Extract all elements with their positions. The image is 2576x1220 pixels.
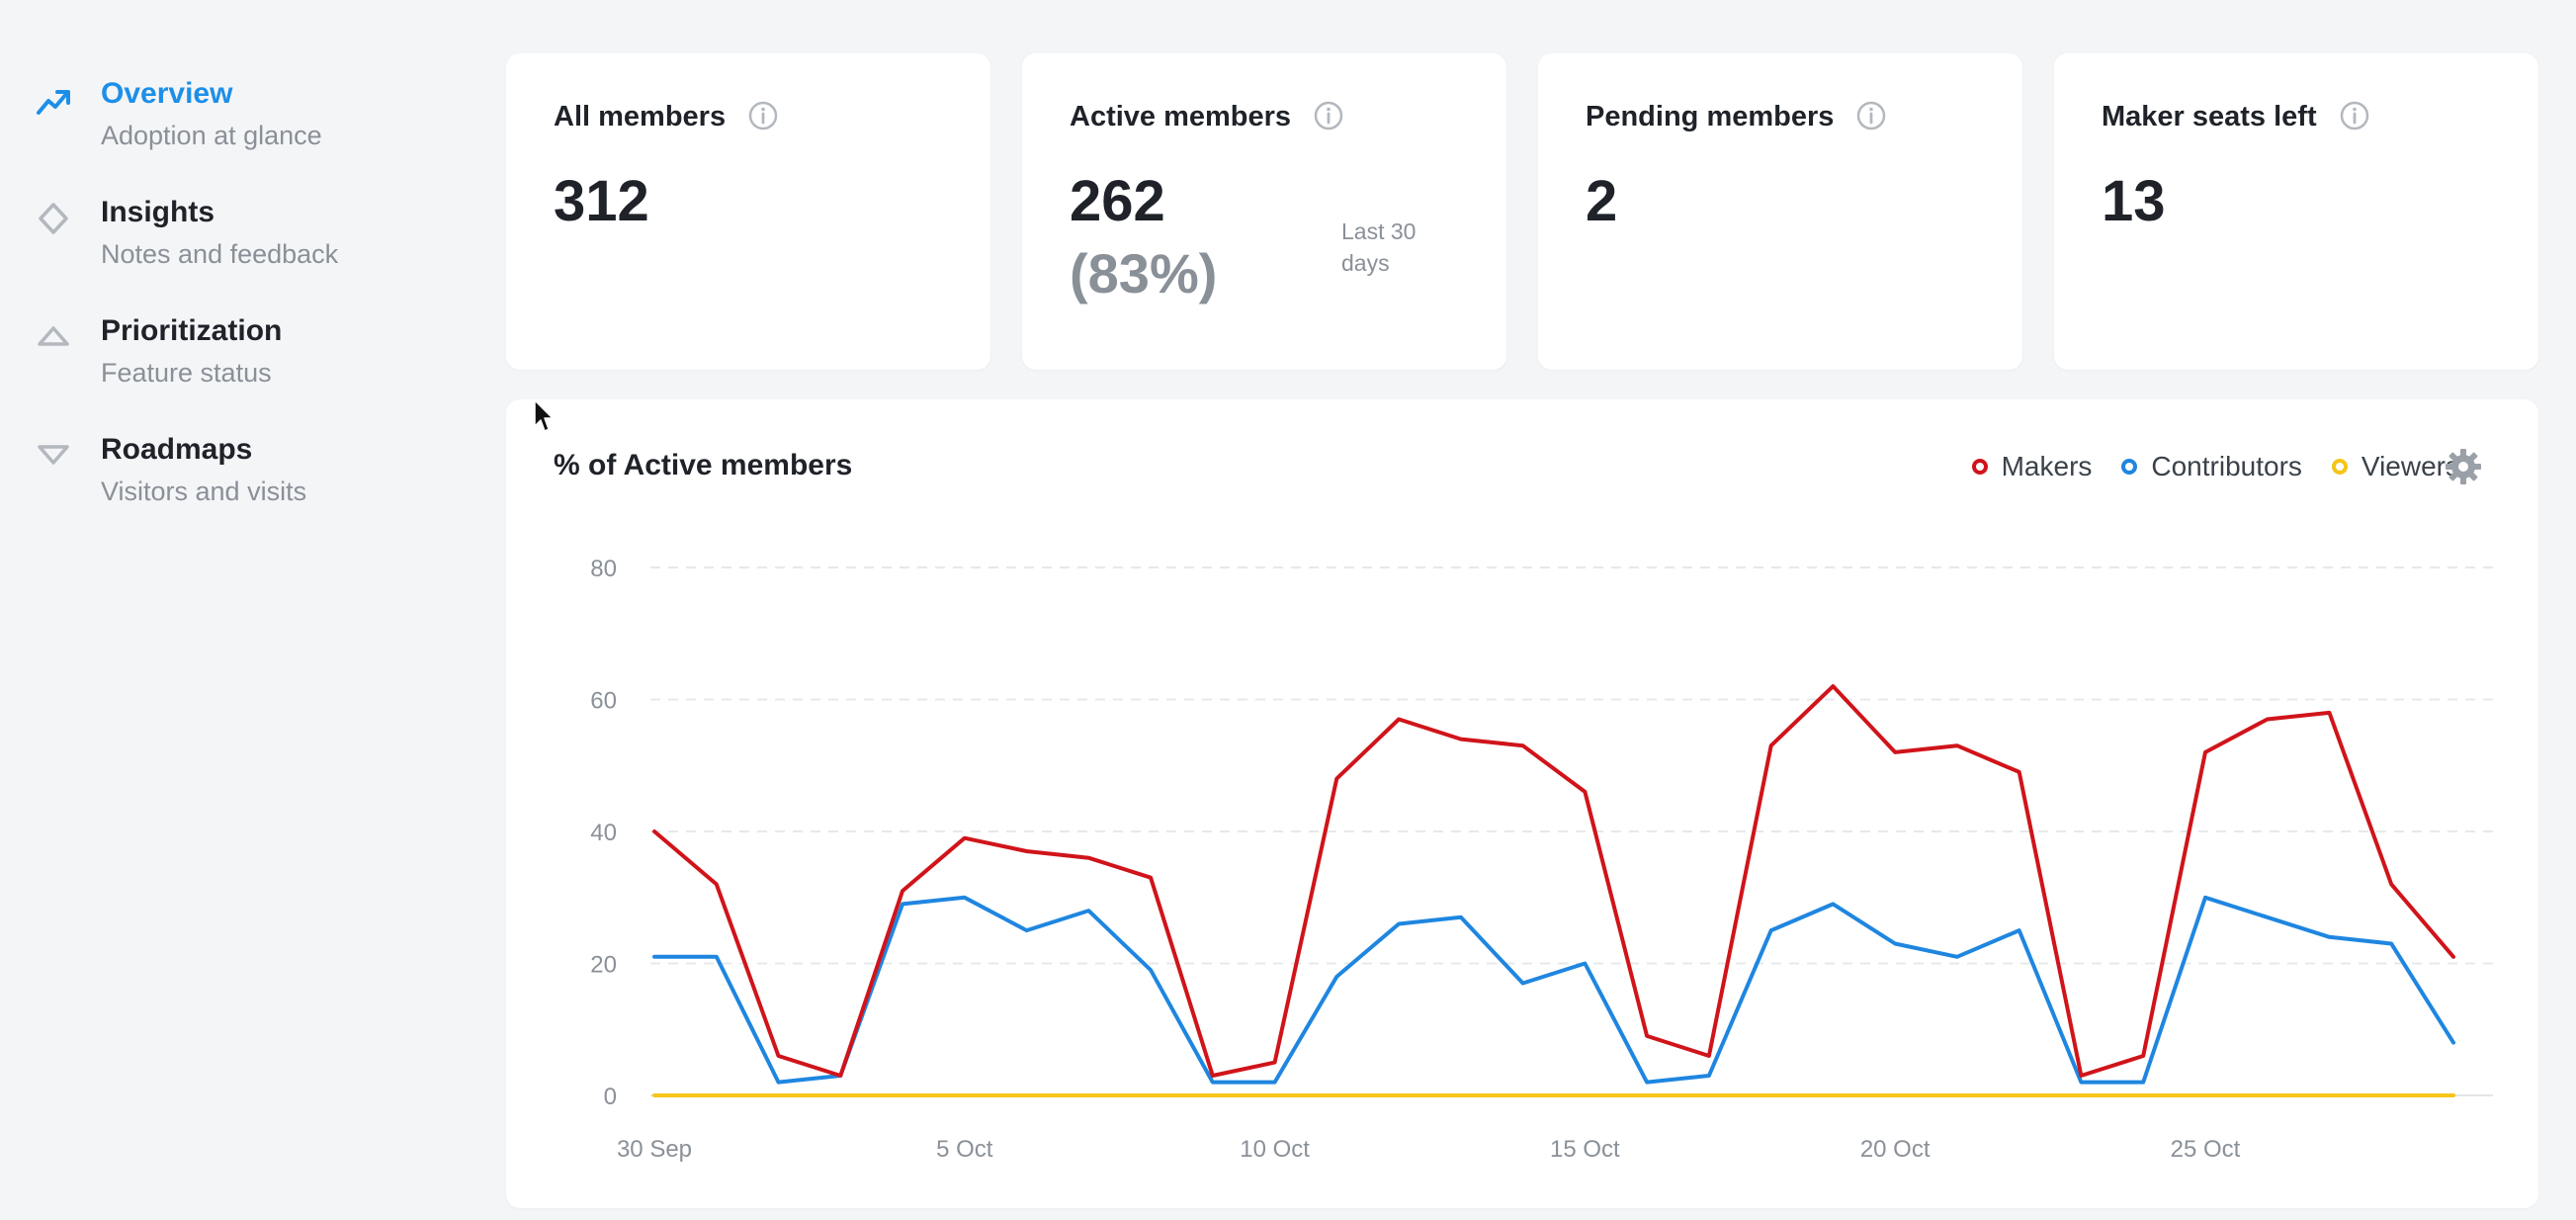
stat-value: 262: [1070, 169, 1165, 233]
stat-value: 312: [554, 169, 649, 233]
sidebar-item-subtitle: Adoption at glance: [101, 121, 322, 150]
legend-label: Contributors: [2151, 451, 2302, 481]
sidebar-item-subtitle: Visitors and visits: [101, 477, 307, 506]
sidebar-item-title: Overview: [101, 77, 233, 110]
legend-marker: [2121, 459, 2138, 475]
sidebar-item-subtitle: Feature status: [101, 358, 272, 388]
stat-value: 2: [1586, 169, 1618, 233]
card-title: Pending members: [1586, 101, 1887, 133]
card-title-text: Pending members: [1586, 101, 1835, 132]
card-title-text: All members: [554, 101, 727, 132]
info-icon[interactable]: [2339, 100, 2370, 131]
series-line-contributors: [652, 895, 2455, 1085]
legend-item-contributors[interactable]: Contributors: [2121, 451, 2302, 482]
legend-marker: [1971, 459, 1988, 475]
chart-legend: Makers Contributors Viewers: [1942, 449, 2459, 484]
sidebar-item-overview[interactable]: Overview Adoption at glance: [36, 77, 471, 176]
stat-period: Last 30 days: [1341, 218, 1417, 276]
x-tick-label: 20 Oct: [1860, 1136, 1931, 1163]
diamond-icon: [39, 203, 68, 234]
sidebar-item-insights[interactable]: Insights Notes and feedback: [36, 196, 471, 295]
mouse-cursor-icon: [534, 399, 554, 432]
sidebar-item-title: Prioritization: [101, 314, 283, 347]
x-tick-label: 25 Oct: [2171, 1136, 2241, 1163]
sidebar: Overview Adoption at glance Insights Not…: [0, 0, 494, 1220]
legend-marker: [2331, 459, 2348, 475]
legend-item-makers[interactable]: Makers: [1971, 451, 2093, 482]
legend-label: Viewers: [2361, 451, 2459, 481]
sidebar-item-subtitle: Notes and feedback: [101, 239, 339, 269]
line-chart: 0 20 40 60 80 30 Sep 5 Oct 10 Oct 15 Oct 20 Oct 25…: [590, 556, 2493, 1163]
sidebar-item-title: Roadmaps: [101, 433, 253, 466]
trend-up-icon: [37, 90, 70, 115]
y-tick-label: 40: [590, 820, 617, 846]
card-title-text: Active members: [1070, 101, 1292, 132]
sidebar-item-prioritization[interactable]: Prioritization Feature status: [36, 314, 471, 413]
gear-icon[interactable]: [2444, 447, 2483, 486]
stat-percent: (83%): [1070, 242, 1218, 305]
active-members-card: Active members 262 (83%) Last 30 days: [1022, 53, 1506, 370]
series-line-makers: [652, 684, 2455, 1078]
triangle-down-icon: [38, 445, 69, 465]
x-tick-label: 15 Oct: [1550, 1136, 1620, 1163]
card-title-text: Maker seats left: [2102, 101, 2317, 132]
x-tick-label: 5 Oct: [936, 1136, 993, 1163]
card-title: Maker seats left: [2102, 101, 2370, 133]
info-icon[interactable]: [747, 100, 779, 131]
y-tick-label: 20: [590, 952, 617, 979]
pending-members-card: Pending members 2: [1538, 53, 2022, 370]
y-tick-label: 60: [590, 688, 617, 715]
x-tick-label: 10 Oct: [1240, 1136, 1310, 1163]
sidebar-item-roadmaps[interactable]: Roadmaps Visitors and visits: [36, 433, 471, 532]
legend-label: Makers: [2001, 451, 2093, 481]
info-icon[interactable]: [1313, 100, 1344, 131]
y-tick-label: 80: [590, 556, 617, 582]
active-members-chart-card: % of Active members Makers Contributors …: [506, 399, 2538, 1208]
y-tick-label: 0: [604, 1084, 617, 1110]
maker-seats-card: Maker seats left 13: [2054, 53, 2538, 370]
card-title: All members: [554, 101, 779, 133]
stat-value: 13: [2102, 169, 2166, 233]
triangle-up-icon: [38, 326, 69, 346]
all-members-card: All members 312: [506, 53, 990, 370]
chart-title: % of Active members: [554, 449, 853, 481]
x-tick-label: 30 Sep: [617, 1136, 692, 1163]
card-title: Active members: [1070, 101, 1344, 133]
legend-item-viewers[interactable]: Viewers: [2331, 451, 2459, 482]
sidebar-item-title: Insights: [101, 196, 215, 228]
info-icon[interactable]: [1855, 100, 1887, 131]
